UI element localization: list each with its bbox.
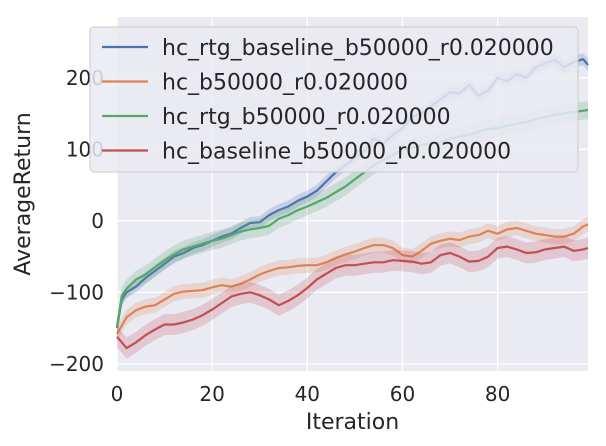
y-tick-label: 0 bbox=[91, 209, 104, 233]
y-tick-label: −100 bbox=[49, 280, 104, 304]
series-line bbox=[116, 223, 589, 335]
legend-label: hc_b50000_r0.020000 bbox=[162, 71, 408, 96]
x-tick-label: 40 bbox=[295, 382, 320, 406]
x-tick-label: 80 bbox=[485, 382, 510, 406]
x-axis-label: Iteration bbox=[306, 410, 399, 435]
x-tick-label: 0 bbox=[111, 382, 124, 406]
y-tick-label: −200 bbox=[49, 352, 104, 376]
legend-label: hc_baseline_b50000_r0.020000 bbox=[162, 140, 511, 165]
legend-label: hc_rtg_b50000_r0.020000 bbox=[162, 105, 451, 130]
series-band bbox=[117, 216, 588, 342]
legend-label: hc_rtg_baseline_b50000_r0.020000 bbox=[162, 36, 554, 61]
x-tick-label: 60 bbox=[390, 382, 415, 406]
x-tick-label: 20 bbox=[199, 382, 224, 406]
legend: hc_rtg_baseline_b50000_r0.020000 hc_b5000… bbox=[89, 26, 579, 173]
series-band bbox=[117, 236, 588, 359]
legend-box bbox=[89, 26, 579, 173]
series-line bbox=[116, 245, 589, 350]
y-axis-label: AverageReturn bbox=[11, 112, 36, 275]
